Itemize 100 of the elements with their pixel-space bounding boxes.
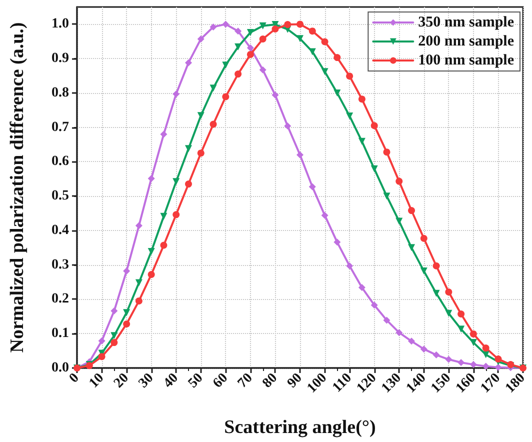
point [321,38,328,46]
point [482,351,490,358]
point [110,339,118,346]
point [445,310,452,317]
point [346,72,354,80]
point [272,92,279,99]
point [172,90,180,98]
point [210,23,217,30]
legend-label: 200 nm sample [418,34,514,50]
legend-label: 100 nm sample [418,52,514,68]
point [160,130,168,138]
y-tick-label: 0.4 [52,222,69,238]
point [185,59,192,66]
point [222,20,230,28]
x-tick-label: 10 [86,370,108,392]
point [148,270,155,278]
point [458,326,465,333]
point [123,320,130,328]
point [408,338,415,345]
point [396,329,403,336]
point [110,307,118,314]
point [408,244,415,252]
point [234,28,242,35]
point [222,62,230,69]
point [432,351,440,358]
point [148,248,155,255]
y-tick-label: 1.0 [52,16,69,32]
point [370,165,378,172]
point [135,222,142,230]
x-tick-label: 160 [453,370,479,396]
x-tick-label: 180 [502,370,528,396]
point [396,218,403,225]
point [148,175,155,182]
point [321,212,328,219]
point [445,356,452,363]
point [210,120,217,128]
point [259,22,266,30]
point [246,50,254,58]
point [358,284,366,292]
point [383,316,390,324]
point [482,344,490,352]
y-tick-label: 0.8 [52,85,69,100]
point [334,89,341,96]
point [210,84,217,92]
y-tick-label: 0.2 [52,292,69,307]
x-tick-label: 0 [66,370,82,386]
x-tick-label: 40 [160,370,182,392]
point [296,35,304,42]
point [197,112,204,120]
point [259,66,266,74]
point [396,178,403,185]
y-axis-title: Normalized polarization difference (a.u.) [7,22,28,353]
y-tick-label: 0.5 [52,188,69,204]
point [383,148,390,156]
legend-label: 350 nm sample [418,14,514,30]
point [284,122,292,130]
x-tick-label: 130 [378,370,404,396]
point [370,122,378,130]
point [334,238,341,246]
point [246,28,254,36]
y-tick-label: 0.9 [52,51,69,66]
point [358,96,366,103]
point [98,337,106,344]
x-tick-label: 60 [210,370,231,392]
point [110,332,118,340]
y-tick-label: 0.7 [52,120,69,135]
x-tick-label: 110 [330,370,355,396]
point [135,297,142,304]
x-tick-label: 90 [284,370,306,392]
point [98,353,106,360]
x-tick-label: 100 [304,370,330,396]
point [308,183,316,190]
point [272,26,279,32]
point [308,28,316,35]
point [346,262,354,270]
x-axis-title: Scattering angle(°) [224,417,376,438]
point [296,151,304,158]
x-tick-label: 70 [235,370,256,392]
point [246,44,254,52]
point [172,211,180,218]
point [321,68,328,76]
point [296,20,304,28]
point [160,212,168,220]
y-tick-label: 0.0 [52,360,69,376]
point [234,70,242,78]
point [445,288,452,296]
point [172,178,180,186]
point [358,138,366,145]
x-tick-label: 30 [136,370,157,392]
x-tick-label: 50 [186,370,206,392]
point [234,43,242,50]
point [284,21,292,28]
point [470,361,477,368]
point [222,93,230,100]
point [383,192,390,200]
point [420,234,428,242]
point [123,268,130,275]
point [197,35,204,42]
point [197,150,204,157]
point [370,302,378,309]
